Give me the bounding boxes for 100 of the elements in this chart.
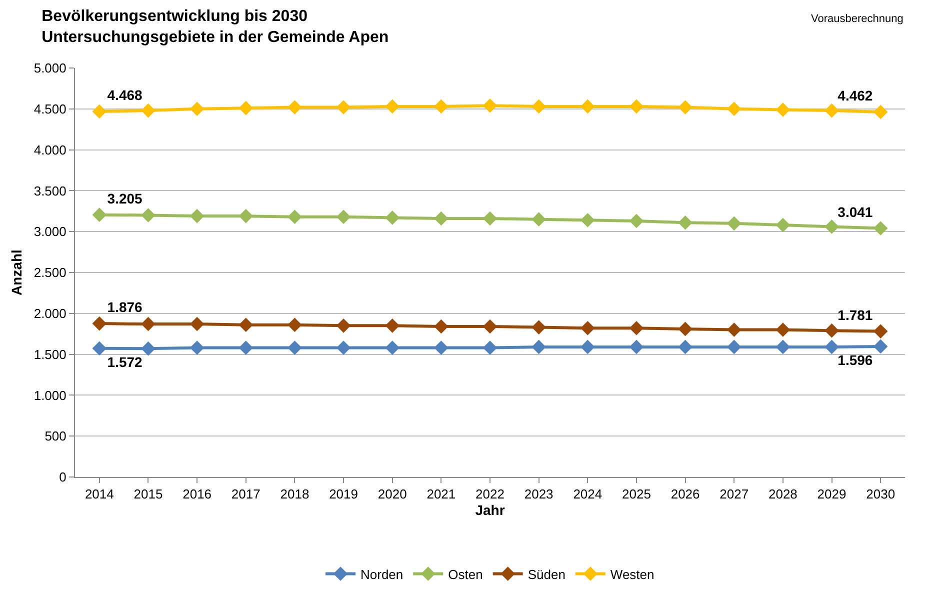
chart-title: Bevölkerungsentwicklung bis 2030 Untersuchungsgebiete in der Gemeinde Apen: [42, 8, 389, 46]
point: [288, 340, 302, 355]
point: [288, 100, 302, 114]
point: [629, 99, 644, 114]
point: [92, 316, 107, 331]
point: [336, 340, 351, 355]
x-tick-label: 2019: [329, 486, 358, 502]
x-tick-label: 2016: [182, 486, 212, 502]
x-tick-label: 2015: [134, 486, 163, 502]
x-tick-label: 2028: [768, 486, 798, 502]
x-tick-label: 2025: [622, 486, 651, 502]
x-tick-label: 2030: [866, 486, 896, 502]
x-tick-label: 2027: [720, 486, 749, 502]
point: [532, 340, 546, 354]
point: [482, 98, 498, 113]
point: [190, 316, 204, 332]
point: [385, 318, 400, 333]
x-tick-label: 2022: [476, 486, 504, 502]
point: [678, 215, 692, 230]
point: [580, 99, 595, 114]
point: [726, 340, 742, 354]
x-tick-label: 2023: [524, 486, 554, 502]
point: [434, 319, 448, 334]
data-label: 3.041: [838, 204, 873, 220]
point: [336, 100, 351, 114]
x-tick-label: 2029: [817, 486, 846, 502]
point: [776, 340, 790, 354]
point: [238, 318, 254, 332]
point: [141, 316, 156, 332]
point: [776, 218, 790, 232]
x-tick-label: 2020: [378, 486, 407, 502]
x-tick-label: 2017: [231, 486, 260, 502]
point: [776, 102, 790, 117]
point: [580, 213, 595, 228]
x-tick-label: 2018: [280, 486, 310, 502]
point: [190, 340, 204, 355]
y-tick-label: 3.500: [34, 183, 66, 198]
point: [141, 103, 156, 118]
point: [434, 211, 448, 226]
point: [238, 208, 254, 224]
x-tick-label: 2014: [84, 486, 114, 502]
data-label: 1.876: [107, 299, 143, 316]
point: [190, 102, 204, 116]
point: [190, 208, 204, 224]
y-tick-label: 1.000: [34, 388, 66, 403]
legend-label: Westen: [610, 566, 654, 582]
point: [532, 320, 546, 334]
point: [141, 208, 156, 222]
point: [629, 214, 644, 228]
point: [824, 323, 839, 338]
y-tick-label: 4.000: [34, 142, 66, 158]
data-label: 4.462: [838, 88, 873, 104]
point: [824, 220, 839, 234]
data-label: 1.781: [838, 306, 873, 323]
point: [873, 324, 888, 338]
point: [482, 319, 498, 334]
legend-label: Osten: [448, 566, 483, 582]
point: [92, 341, 107, 356]
y-tick-label: 3.000: [34, 224, 66, 240]
point: [482, 211, 498, 226]
y-tick-label: 2.000: [34, 306, 66, 321]
point: [629, 320, 644, 336]
point: [385, 210, 400, 225]
point: [385, 99, 400, 114]
data-label: 1.596: [838, 352, 873, 368]
point: [580, 320, 595, 336]
point: [336, 210, 351, 224]
point: [288, 210, 302, 224]
data-label: 1.572: [107, 354, 143, 370]
point: [678, 322, 692, 336]
point: [873, 339, 888, 354]
point: [580, 340, 595, 354]
point: [678, 340, 692, 354]
point: [678, 100, 692, 114]
point: [824, 103, 839, 118]
point: [726, 216, 742, 231]
point: [776, 322, 790, 337]
point: [434, 99, 448, 114]
point: [873, 221, 888, 236]
point: [482, 340, 498, 355]
y-axis-title: Anzahl: [8, 250, 24, 296]
point: [336, 318, 351, 333]
point: [141, 341, 156, 356]
point: [434, 340, 448, 355]
data-label: 4.468: [107, 87, 143, 104]
legend-label: Norden: [360, 566, 404, 582]
point: [726, 322, 742, 337]
point: [238, 340, 254, 355]
point: [385, 340, 400, 355]
x-axis-title: Jahr: [475, 502, 506, 518]
point: [873, 104, 888, 120]
y-tick-label: 0: [59, 470, 66, 485]
point: [824, 340, 839, 354]
y-tick-label: 4.500: [34, 101, 66, 116]
x-tick-label: 2024: [573, 486, 602, 502]
point: [726, 102, 742, 116]
y-tick-label: 500: [44, 428, 66, 444]
data-label: 3.205: [107, 190, 143, 206]
text: Vorausberechnung: [811, 13, 904, 25]
point: [92, 104, 107, 119]
